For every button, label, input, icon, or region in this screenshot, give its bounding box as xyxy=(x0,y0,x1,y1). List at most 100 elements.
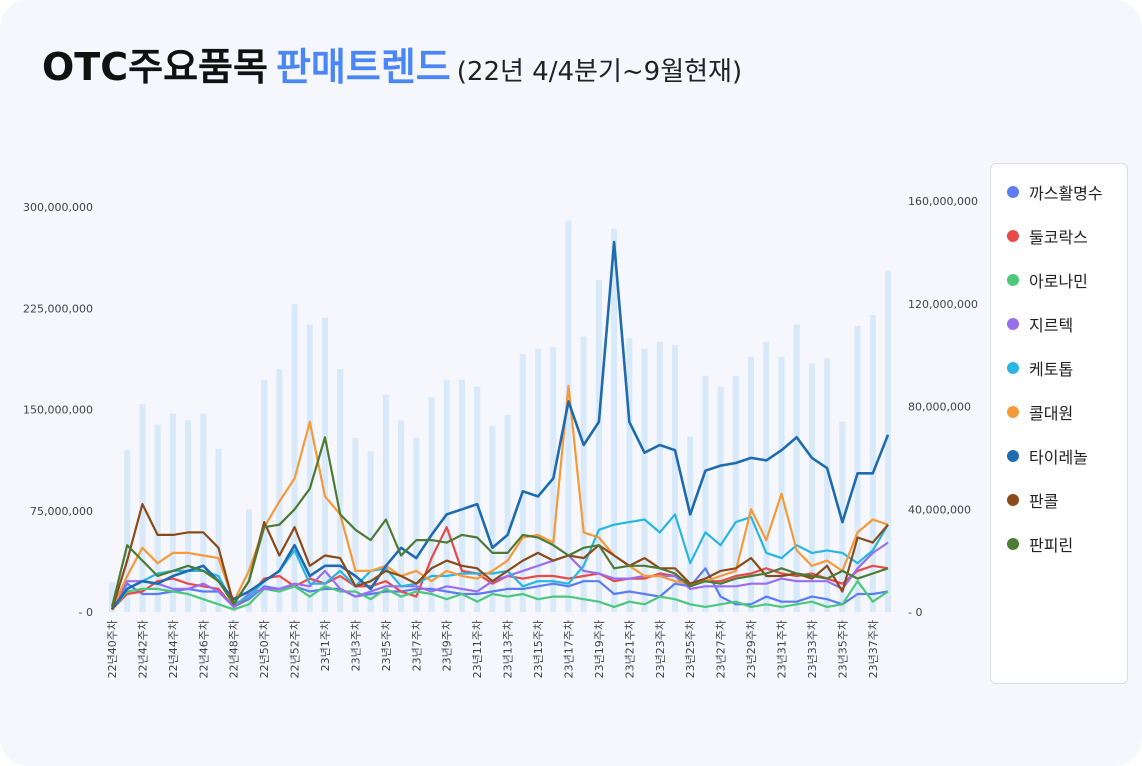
bar xyxy=(109,582,115,612)
legend-label: 케토톱 xyxy=(1029,360,1074,379)
bar xyxy=(291,304,298,612)
bar xyxy=(717,386,724,612)
bar xyxy=(169,413,176,612)
legend-item: 까스활명수 xyxy=(1007,180,1103,204)
y-tick-label: 150,000,000 xyxy=(23,404,93,417)
bar xyxy=(595,279,602,612)
bar xyxy=(428,397,435,612)
x-tick-label: 22년52주차 xyxy=(289,620,302,678)
bar xyxy=(504,414,511,612)
bar xyxy=(763,342,770,612)
legend-item: 판콜 xyxy=(1007,488,1058,512)
bar xyxy=(580,336,587,612)
bar xyxy=(611,228,618,612)
x-tick-label: 23년23주차 xyxy=(654,620,667,678)
title-highlight: 판매트렌드 xyxy=(275,45,451,89)
x-tick-label: 23년35주차 xyxy=(836,620,849,678)
bar xyxy=(306,324,313,612)
bar xyxy=(367,451,374,612)
bar xyxy=(398,420,405,612)
bar xyxy=(565,220,572,612)
legend-label: 콜대원 xyxy=(1029,404,1074,423)
x-tick-label: 23년17주차 xyxy=(562,620,575,678)
y-tick-label: 300,000,000 xyxy=(23,201,93,214)
bar xyxy=(687,436,694,612)
legend-item: 아로나민 xyxy=(1007,268,1088,292)
x-tick-label: 23년21주차 xyxy=(623,620,636,678)
title: OTC주요품목 판매트렌드 (22년 4/4분기~9월현재) xyxy=(42,36,742,91)
legend-swatch xyxy=(1007,274,1019,286)
x-tick-label: 23년7주차 xyxy=(410,620,423,671)
bar xyxy=(322,317,329,612)
y-tick-label: 75,000,000 xyxy=(30,505,93,518)
bar xyxy=(702,375,709,612)
legend-item: 타이레놀 xyxy=(1007,444,1088,468)
bar xyxy=(732,375,739,612)
bar xyxy=(489,425,496,612)
legend-swatch xyxy=(1007,318,1019,330)
y2-tick-label: - 0 xyxy=(908,606,922,619)
x-tick-label: 23년13주차 xyxy=(502,620,515,678)
x-tick-label: 23년31주차 xyxy=(775,620,788,678)
bar xyxy=(671,344,678,612)
bar xyxy=(215,448,222,612)
y-tick-label: - 0 xyxy=(79,606,93,619)
legend-swatch xyxy=(1007,538,1019,550)
bar xyxy=(854,325,861,612)
bar xyxy=(185,420,192,612)
line-series xyxy=(110,240,890,611)
legend-label: 아로나민 xyxy=(1029,272,1088,291)
x-tick-label: 23년15주차 xyxy=(532,620,545,678)
x-tick-label: 23년25주차 xyxy=(684,620,697,678)
x-tick-label: 23년3주차 xyxy=(349,620,362,671)
bar xyxy=(885,270,891,612)
line-series xyxy=(111,513,889,611)
legend-label: 판피린 xyxy=(1029,536,1074,555)
bar xyxy=(276,369,283,612)
x-tick-label: 22년42주차 xyxy=(136,620,149,678)
line-series xyxy=(110,384,889,610)
bar xyxy=(808,363,815,612)
bar xyxy=(413,437,420,612)
legend-item: 케토톱 xyxy=(1007,356,1073,380)
legend-label: 판콜 xyxy=(1029,492,1059,511)
line-series xyxy=(110,436,889,608)
bar xyxy=(352,437,359,612)
legend-swatch xyxy=(1007,230,1019,242)
x-tick-label: 22년50주차 xyxy=(258,620,271,678)
legend-label: 지르텍 xyxy=(1029,316,1074,335)
bar xyxy=(519,354,526,612)
legend-swatch xyxy=(1007,450,1019,462)
legend-label: 둘코락스 xyxy=(1029,228,1088,247)
bar xyxy=(245,509,252,612)
legend-item: 콜대원 xyxy=(1007,400,1073,424)
legend-item: 둘코락스 xyxy=(1007,224,1088,248)
x-tick-label: 23년29주차 xyxy=(745,620,758,678)
y2-tick-label: 80,000,000 xyxy=(908,401,971,414)
bar xyxy=(154,424,161,612)
bar xyxy=(626,337,633,612)
y-tick-label: 225,000,000 xyxy=(23,302,93,315)
x-tick-label: 22년46주차 xyxy=(197,620,210,678)
bar xyxy=(443,379,450,612)
bar xyxy=(200,413,207,612)
bar xyxy=(778,356,785,612)
bar xyxy=(337,369,344,612)
x-tick-label: 22년48주차 xyxy=(228,620,241,678)
bar xyxy=(656,342,663,612)
bar xyxy=(793,324,800,612)
bar xyxy=(124,450,131,612)
y2-tick-label: 120,000,000 xyxy=(908,298,978,311)
x-tick-label: 23년1주차 xyxy=(319,620,332,671)
x-tick-label: 23년11주차 xyxy=(471,620,484,678)
bar xyxy=(535,348,542,612)
legend-swatch xyxy=(1007,186,1019,198)
x-tick-label: 22년44주차 xyxy=(167,620,180,678)
legend-swatch xyxy=(1007,494,1019,506)
bar xyxy=(474,386,481,612)
x-tick-label: 23년5주차 xyxy=(380,620,393,671)
bar xyxy=(824,358,831,612)
legend-item: 지르텍 xyxy=(1007,312,1073,336)
